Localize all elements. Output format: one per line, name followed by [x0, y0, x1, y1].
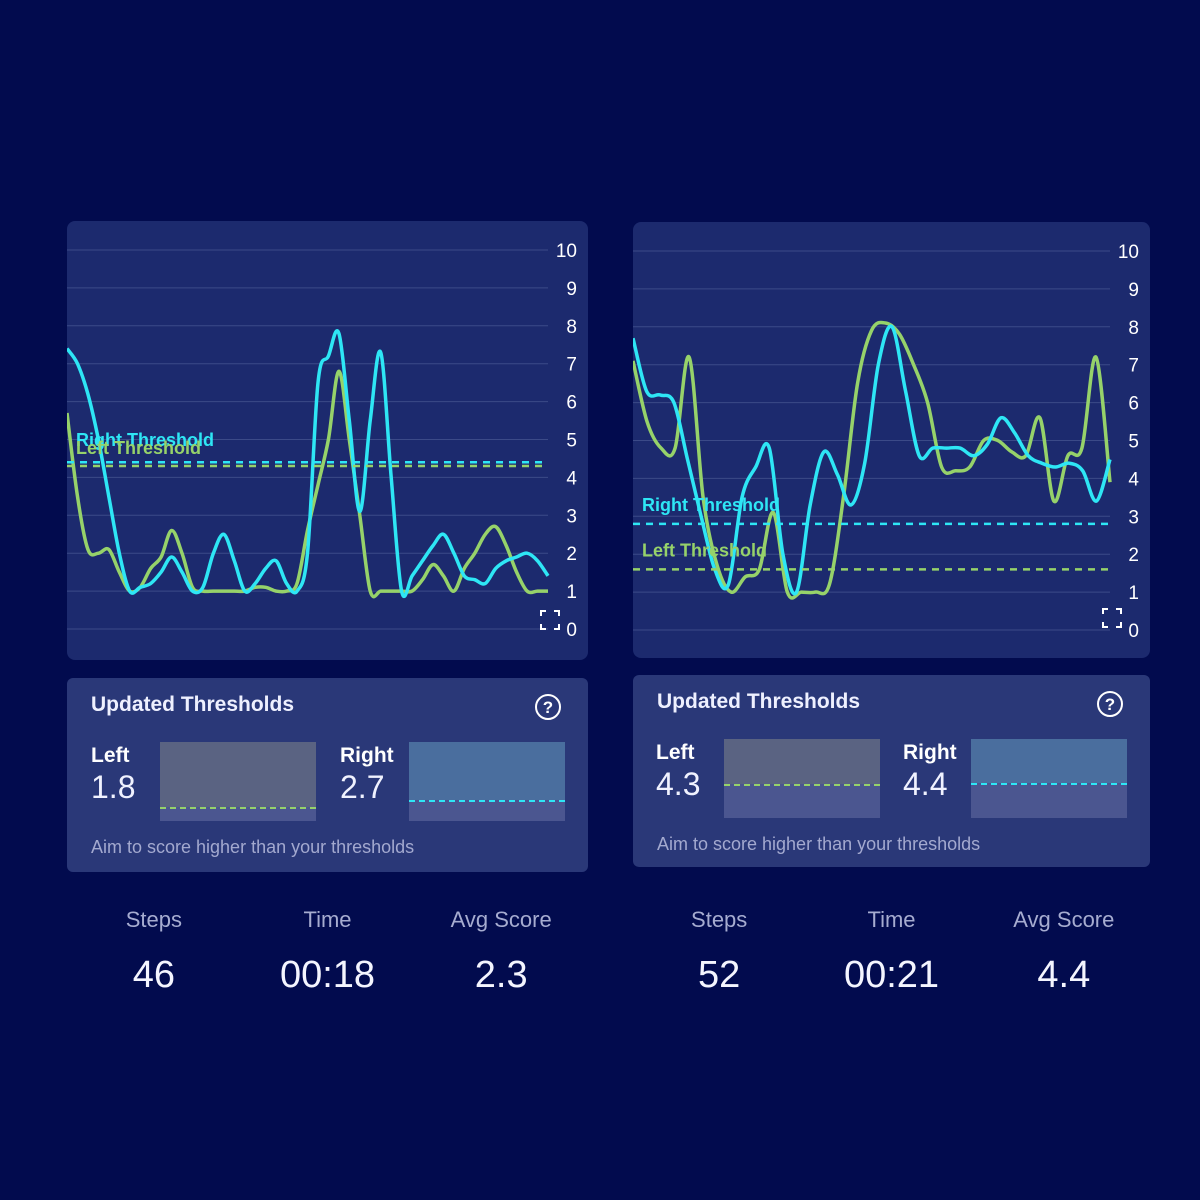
- threshold-bar-base: [409, 799, 565, 821]
- thresholds-title: Updated Thresholds: [657, 690, 861, 713]
- y-tick-label: 2: [1128, 545, 1139, 566]
- left-label: Left: [656, 741, 695, 764]
- stat-label: Avg Score: [1013, 907, 1115, 932]
- stat-label: Steps: [125, 907, 182, 932]
- threshold-bar-line: [160, 806, 316, 809]
- y-tick-label: 4: [566, 468, 577, 489]
- stat-label: Steps: [691, 907, 748, 932]
- left-value: 1.8: [91, 769, 136, 805]
- series-line-left: [633, 320, 1112, 600]
- right-label: Right: [903, 741, 957, 764]
- svg-text:?: ?: [1105, 695, 1115, 714]
- y-tick-label: 3: [566, 506, 577, 527]
- help-icon[interactable]: ?: [534, 693, 562, 721]
- score-line-chart: 0 1 2 3 4 5 6 7 8 9 10 Right Threshold Left Threshol…: [633, 242, 1139, 642]
- right-value: 2.7: [340, 769, 385, 805]
- threshold-bar-line: [409, 799, 565, 802]
- session-stats: Steps 52 Time 00:21 Avg Score 4.4: [633, 907, 1150, 997]
- y-tick-label: 3: [1128, 507, 1139, 528]
- stat-label: Avg Score: [450, 907, 552, 932]
- threshold-label: Right Threshold: [642, 495, 780, 515]
- threshold-bar-fill: [409, 742, 565, 800]
- y-tick-label: 9: [566, 279, 577, 300]
- threshold-label: Right Threshold: [76, 430, 214, 450]
- session-stats: Steps 46 Time 00:18 Avg Score 2.3: [67, 907, 588, 997]
- right-threshold: Right 2.7: [340, 744, 394, 804]
- y-tick-label: 5: [566, 431, 577, 452]
- series-line-right: [67, 329, 550, 599]
- expand-icon[interactable]: [540, 610, 560, 630]
- y-tick-label: 0: [566, 620, 577, 641]
- left-label: Left: [91, 744, 130, 767]
- updated-thresholds-card: Updated Thresholds ? Left 4.3 Right 4.4 …: [633, 675, 1150, 867]
- threshold-bar-base: [160, 806, 316, 821]
- stat-value: 00:21: [843, 954, 940, 996]
- y-tick-label: 9: [1128, 280, 1139, 301]
- threshold-bar-line: [971, 783, 1127, 786]
- y-tick-label: 10: [1118, 242, 1139, 263]
- right-threshold-bar: [971, 739, 1127, 818]
- right-label: Right: [340, 744, 394, 767]
- threshold-bar-fill: [724, 739, 880, 785]
- threshold-bar-base: [724, 784, 880, 818]
- threshold-bar-line: [724, 784, 880, 787]
- stat-value: 4.4: [1037, 954, 1091, 996]
- threshold-bar-base: [971, 783, 1127, 818]
- help-icon[interactable]: ?: [1096, 690, 1124, 718]
- threshold-bar-fill: [160, 742, 316, 807]
- y-tick-label: 4: [1128, 469, 1139, 490]
- updated-thresholds-card: Updated Thresholds ? Left 1.8 Right 2.7 …: [67, 678, 588, 872]
- right-threshold: Right 4.4: [903, 741, 957, 801]
- left-value: 4.3: [656, 766, 701, 802]
- stat-value: 46: [132, 954, 175, 996]
- stat-time: Time 00:18: [241, 907, 415, 997]
- y-tick-label: 6: [566, 393, 577, 414]
- stat-value: 52: [698, 954, 741, 996]
- threshold-label: Left Threshold: [642, 540, 767, 560]
- threshold-label: Left Threshold: [76, 438, 201, 458]
- session-panel-right: 0 1 2 3 4 5 6 7 8 9 10 Right Threshold Left Threshol…: [633, 222, 1150, 996]
- y-tick-label: 6: [1128, 394, 1139, 415]
- y-tick-label: 8: [1128, 318, 1139, 339]
- expand-icon[interactable]: [1102, 608, 1122, 628]
- y-tick-label: 10: [556, 241, 577, 262]
- y-tick-label: 7: [1128, 356, 1139, 377]
- stat-avg-score: Avg Score 4.4: [978, 907, 1150, 997]
- svg-text:?: ?: [543, 698, 553, 717]
- stat-time: Time 00:21: [805, 907, 977, 997]
- stat-steps: Steps 52: [633, 907, 805, 997]
- session-panel-left: 0 1 2 3 4 5 6 7 8 9 10 Right Threshold Left Threshol…: [67, 221, 588, 996]
- stat-avg-score: Avg Score 2.3: [414, 907, 588, 997]
- y-tick-label: 7: [566, 355, 577, 376]
- stat-label: Time: [303, 907, 352, 932]
- y-tick-label: 5: [1128, 432, 1139, 453]
- y-tick-label: 1: [566, 582, 577, 603]
- stat-steps: Steps 46: [67, 907, 241, 997]
- stat-label: Time: [867, 907, 916, 932]
- left-threshold: Left 4.3: [656, 741, 700, 801]
- y-tick-label: 1: [1128, 583, 1139, 604]
- score-chart-card: 0 1 2 3 4 5 6 7 8 9 10 Right Threshold Left Threshol…: [633, 222, 1150, 658]
- left-threshold-bar: [724, 739, 880, 818]
- thresholds-title: Updated Thresholds: [91, 693, 295, 716]
- right-threshold-bar: [409, 742, 565, 821]
- stat-value: 00:18: [279, 954, 376, 996]
- right-value: 4.4: [903, 766, 948, 802]
- left-threshold: Left 1.8: [91, 744, 135, 804]
- score-chart-card: 0 1 2 3 4 5 6 7 8 9 10 Right Threshold Left Threshol…: [67, 221, 588, 660]
- y-tick-label: 8: [566, 317, 577, 338]
- y-tick-label: 0: [1128, 621, 1139, 642]
- thresholds-note: Aim to score higher than your thresholds: [657, 834, 981, 854]
- thresholds-note: Aim to score higher than your thresholds: [91, 837, 415, 857]
- left-threshold-bar: [160, 742, 316, 821]
- y-tick-label: 2: [566, 544, 577, 565]
- threshold-bar-fill: [971, 739, 1127, 784]
- stat-value: 2.3: [474, 954, 528, 996]
